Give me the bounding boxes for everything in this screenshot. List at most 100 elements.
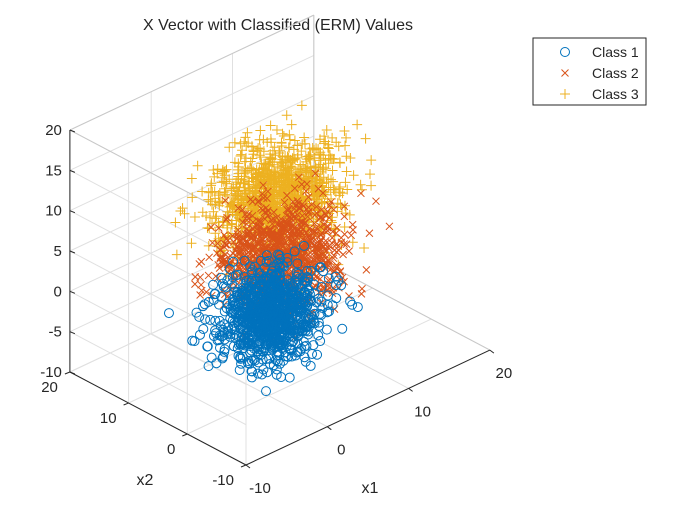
- data-point-class-3: [317, 164, 328, 175]
- data-point-class-1: [209, 289, 220, 300]
- data-point-class-3: [217, 197, 228, 208]
- data-point-class-3: [320, 136, 331, 147]
- data-point-class-2: [244, 248, 253, 257]
- data-point-class-3: [231, 177, 242, 188]
- data-point-class-1: [306, 295, 317, 306]
- legend-item-class-2: Class 2: [561, 65, 639, 81]
- data-point-class-1: [305, 312, 316, 323]
- data-point-class-3: [267, 157, 278, 168]
- data-point-class-2: [254, 226, 263, 235]
- data-point-class-1: [281, 335, 292, 346]
- data-point-class-3: [206, 199, 217, 210]
- data-point-class-1: [305, 265, 316, 276]
- data-point-class-1: [282, 257, 293, 268]
- data-point-class-1: [314, 308, 325, 319]
- data-point-class-3: [177, 203, 188, 214]
- data-point-class-3: [210, 213, 221, 224]
- legend-box: [532, 37, 647, 106]
- data-point-class-2: [270, 231, 279, 240]
- data-point-class-3: [270, 179, 281, 190]
- data-point-class-3: [278, 131, 289, 142]
- data-point-class-3: [233, 186, 244, 197]
- data-point-class-2: [298, 211, 307, 220]
- data-point-class-3: [341, 151, 352, 162]
- data-point-class-2: [365, 229, 374, 238]
- data-point-class-3: [340, 208, 351, 219]
- data-point-class-2: [299, 245, 308, 254]
- data-point-class-2: [321, 258, 329, 267]
- data-point-class-2: [300, 234, 308, 243]
- data-point-class-3: [211, 211, 222, 222]
- data-point-class-1: [246, 366, 257, 377]
- data-point-class-3: [226, 185, 237, 196]
- data-point-class-3: [305, 166, 316, 177]
- data-point-class-2: [318, 250, 327, 259]
- data-point-class-2: [229, 249, 237, 258]
- x-tick-mark: [489, 349, 495, 354]
- x-axis-line: [245, 349, 491, 466]
- data-point-class-2: [257, 204, 265, 213]
- data-point-class-1: [272, 259, 283, 270]
- data-point-class-1: [248, 354, 259, 365]
- z-tick-label: 15: [45, 162, 62, 179]
- data-point-class-2: [291, 201, 300, 210]
- data-point-class-2: [296, 242, 304, 251]
- data-point-class-3: [366, 180, 377, 191]
- data-point-class-1: [272, 347, 283, 358]
- data-point-class-1: [245, 277, 256, 288]
- data-point-class-1: [237, 313, 248, 324]
- data-point-class-3: [208, 206, 219, 217]
- data-point-class-2: [312, 209, 321, 217]
- x-tick-label: 10: [414, 403, 431, 420]
- data-point-class-2: [293, 197, 302, 205]
- z-tick-mark: [69, 250, 76, 254]
- data-point-class-1: [214, 299, 225, 310]
- z-tick-mark: [69, 290, 76, 294]
- data-point-class-3: [280, 150, 291, 161]
- data-point-class-3: [269, 142, 280, 153]
- data-point-class-3: [321, 124, 332, 135]
- data-point-class-2: [308, 226, 316, 234]
- data-point-class-2: [323, 223, 332, 232]
- data-point-class-3: [192, 160, 203, 171]
- data-point-class-3: [258, 146, 269, 157]
- data-point-class-1: [239, 255, 250, 266]
- data-point-class-1: [238, 302, 249, 313]
- data-point-class-2: [290, 204, 299, 213]
- data-point-class-1: [232, 269, 243, 280]
- data-point-class-3: [289, 135, 300, 146]
- data-point-class-1: [247, 319, 258, 330]
- data-point-class-1: [314, 262, 325, 273]
- data-point-class-3: [269, 197, 280, 208]
- data-point-class-1: [251, 304, 262, 315]
- data-point-class-1: [323, 306, 334, 317]
- data-point-class-3: [340, 177, 351, 188]
- data-point-class-2: [329, 254, 338, 263]
- data-point-class-3: [356, 184, 367, 195]
- data-point-class-1: [248, 338, 259, 349]
- data-point-class-3: [324, 206, 335, 217]
- data-point-class-3: [221, 178, 232, 189]
- data-point-class-3: [328, 154, 339, 165]
- data-point-class-2: [282, 211, 291, 220]
- data-point-class-3: [179, 208, 190, 219]
- data-point-class-3: [271, 124, 282, 135]
- data-point-class-1: [217, 353, 228, 364]
- data-point-class-1: [263, 283, 274, 294]
- z-tick-mark: [69, 129, 76, 133]
- data-point-class-3: [231, 190, 242, 201]
- data-point-class-1: [242, 358, 253, 369]
- data-point-class-1: [226, 324, 237, 335]
- data-point-class-1: [262, 367, 273, 378]
- data-point-class-1: [345, 296, 356, 307]
- data-point-class-3: [255, 125, 266, 136]
- data-point-class-3: [255, 152, 266, 163]
- data-point-class-1: [219, 306, 230, 317]
- data-point-class-3: [253, 143, 264, 154]
- data-point-class-1: [215, 320, 226, 331]
- data-point-class-3: [277, 128, 288, 139]
- data-point-class-3: [317, 197, 328, 208]
- data-point-class-1: [280, 347, 291, 358]
- data-point-class-2: [340, 212, 349, 221]
- data-point-class-2: [297, 180, 306, 189]
